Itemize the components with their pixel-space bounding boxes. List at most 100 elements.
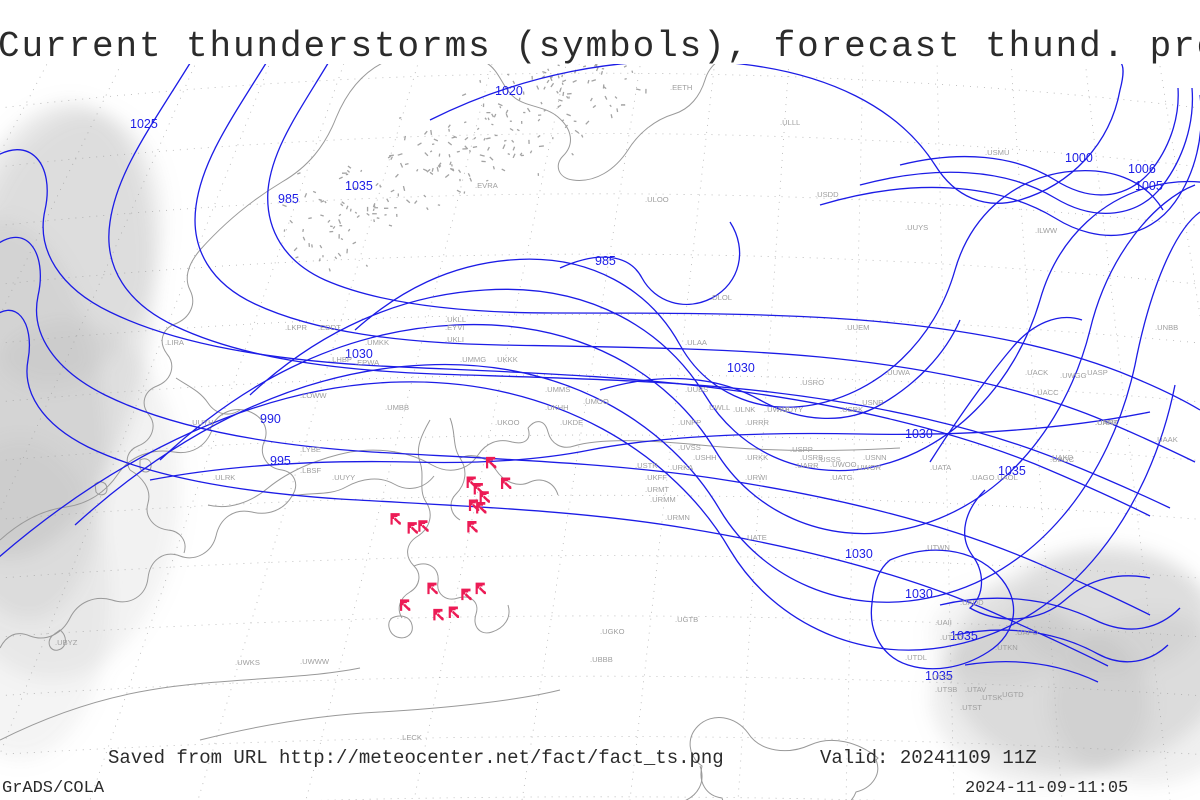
- svg-text:.USPP: .USPP: [790, 445, 813, 454]
- svg-text:.LECK: .LECK: [400, 733, 422, 742]
- svg-text:.UGKO: .UGKO: [600, 627, 625, 636]
- svg-text:.URKK: .URKK: [745, 453, 768, 462]
- svg-text:.URRR: .URRR: [745, 418, 770, 427]
- svg-text:.ULLL: .ULLL: [780, 118, 800, 127]
- svg-text:.UWWW: .UWWW: [300, 657, 330, 666]
- svg-text:.UACK: .UACK: [1025, 368, 1048, 377]
- svg-text:.UAGO: .UAGO: [970, 473, 995, 482]
- svg-text:.UBBB: .UBBB: [590, 655, 613, 664]
- svg-text:.UVSS: .UVSS: [678, 443, 701, 452]
- svg-text:995: 995: [270, 454, 291, 468]
- svg-text:.UBYZ: .UBYZ: [55, 638, 78, 647]
- svg-text:.UTSB: .UTSB: [935, 685, 957, 694]
- svg-text:1020: 1020: [495, 84, 523, 98]
- svg-text:.UUYH: .UUYH: [190, 418, 214, 427]
- svg-text:985: 985: [595, 254, 616, 268]
- svg-text:.UMBB: .UMBB: [385, 403, 409, 412]
- svg-text:.UKOO: .UKOO: [495, 418, 520, 427]
- svg-text:1035: 1035: [345, 179, 373, 193]
- svg-text:.UMOO: .UMOO: [583, 397, 609, 406]
- svg-text:.UAOL: .UAOL: [995, 473, 1018, 482]
- svg-text:.UKLI: .UKLI: [445, 335, 464, 344]
- svg-text:.UTDL: .UTDL: [905, 653, 927, 662]
- svg-text:.UADD: .UADD: [960, 598, 984, 607]
- svg-text:.UKDE: .UKDE: [560, 418, 583, 427]
- svg-text:.EYVI: .EYVI: [445, 323, 464, 332]
- svg-text:.DLOL: .DLOL: [710, 293, 732, 302]
- svg-text:.LHBP: .LHBP: [330, 355, 352, 364]
- svg-text:.UKFF: .UKFF: [645, 473, 667, 482]
- svg-text:.USNN: .USNN: [863, 453, 887, 462]
- svg-text:.USTR: .USTR: [635, 461, 658, 470]
- svg-text:.ULOO: .ULOO: [645, 195, 669, 204]
- svg-text:.UATA: .UATA: [930, 463, 952, 472]
- svg-text:.UGTB: .UGTB: [675, 615, 698, 624]
- svg-text:.ULRK: .ULRK: [213, 473, 235, 482]
- svg-text:.LIRA: .LIRA: [165, 338, 185, 347]
- svg-text:.LKPR: .LKPR: [285, 323, 307, 332]
- svg-text:.EPWA: .EPWA: [355, 358, 380, 367]
- svg-text:.USNR: .USNR: [860, 398, 884, 407]
- svg-text:.UUBS: .UUBS: [685, 385, 708, 394]
- svg-text:.UWOO: .UWOO: [830, 460, 857, 469]
- svg-text:.UARK: .UARK: [1095, 418, 1118, 427]
- svg-text:.USDD: .USDD: [815, 190, 839, 199]
- svg-text:.UWLL: .UWLL: [707, 403, 730, 412]
- svg-text:.UMMS: .UMMS: [545, 385, 570, 394]
- svg-text:.UACC: .UACC: [1035, 388, 1059, 397]
- svg-text:.UNPP: .UNPP: [678, 418, 701, 427]
- svg-text:.UATE: .UATE: [745, 533, 767, 542]
- svg-text:.UKLL: .UKLL: [445, 315, 466, 324]
- svg-text:1030: 1030: [905, 427, 933, 441]
- svg-text:.UARR: .UARR: [795, 461, 819, 470]
- svg-text:.UWOR: .UWOR: [855, 463, 882, 472]
- svg-text:990: 990: [260, 412, 281, 426]
- svg-text:.LOWW: .LOWW: [300, 391, 327, 400]
- svg-text:.UNBB: .UNBB: [1155, 323, 1178, 332]
- svg-text:.USHH: .USHH: [693, 453, 717, 462]
- svg-text:.ULNK: .ULNK: [733, 405, 755, 414]
- svg-text:.UBGC: .UBGC: [1050, 455, 1075, 464]
- svg-text:.UUYY: .UUYY: [332, 473, 355, 482]
- svg-text:.EDDT: .EDDT: [318, 323, 341, 332]
- svg-text:.UTST: .UTST: [960, 703, 982, 712]
- svg-text:.URKA: .URKA: [670, 463, 694, 472]
- svg-text:.UAII: .UAII: [935, 618, 952, 627]
- svg-text:.UKHH: .UKHH: [545, 403, 569, 412]
- svg-text:1030: 1030: [905, 587, 933, 601]
- svg-text:.URMN: .URMN: [665, 513, 690, 522]
- svg-text:.UUEM: .UUEM: [845, 323, 869, 332]
- svg-text:.URMM: .URMM: [650, 495, 676, 504]
- svg-text:.URWI: .URWI: [745, 473, 767, 482]
- svg-text:1030: 1030: [845, 547, 873, 561]
- svg-text:.EETH: .EETH: [670, 83, 692, 92]
- svg-text:.UGTD: .UGTD: [1000, 690, 1024, 699]
- svg-text:.ULAA: .ULAA: [685, 338, 708, 347]
- svg-text:.UUYS: .UUYS: [905, 223, 928, 232]
- svg-text:1025: 1025: [130, 117, 158, 131]
- svg-text:.UMMG: .UMMG: [460, 355, 486, 364]
- svg-text:.UAAK: .UAAK: [1155, 435, 1178, 444]
- svg-text:.UMKK: .UMKK: [365, 338, 389, 347]
- svg-text:1030: 1030: [727, 361, 755, 375]
- svg-text:.USMU: .USMU: [985, 148, 1009, 157]
- svg-text:.UUWA: .UUWA: [885, 368, 911, 377]
- svg-text:.UASP: .UASP: [1085, 368, 1108, 377]
- svg-text:.ILWW: .ILWW: [1035, 226, 1058, 235]
- svg-text:.UTSA: .UTSA: [930, 673, 953, 682]
- svg-text:985: 985: [278, 192, 299, 206]
- svg-text:.UWKS: .UWKS: [235, 658, 260, 667]
- svg-text:.LYBE: .LYBE: [300, 445, 321, 454]
- svg-text:.UKKK: .UKKK: [495, 355, 518, 364]
- svg-text:.UTTO: .UTTO: [940, 633, 963, 642]
- svg-text:.URMT: .URMT: [645, 485, 669, 494]
- svg-text:.UWGG: .UWGG: [1060, 371, 1087, 380]
- svg-text:.UTWN: .UTWN: [925, 543, 950, 552]
- svg-text:.LBSF: .LBSF: [300, 466, 321, 475]
- svg-text:.UATG: .UATG: [830, 473, 853, 482]
- svg-text:.UTKN: .UTKN: [995, 643, 1018, 652]
- svg-text:.UAFO: .UAFO: [1015, 628, 1038, 637]
- svg-text:1000: 1000: [1065, 151, 1093, 165]
- svg-text:.UWKE: .UWKE: [765, 405, 790, 414]
- svg-text:.USRO: .USRO: [800, 378, 824, 387]
